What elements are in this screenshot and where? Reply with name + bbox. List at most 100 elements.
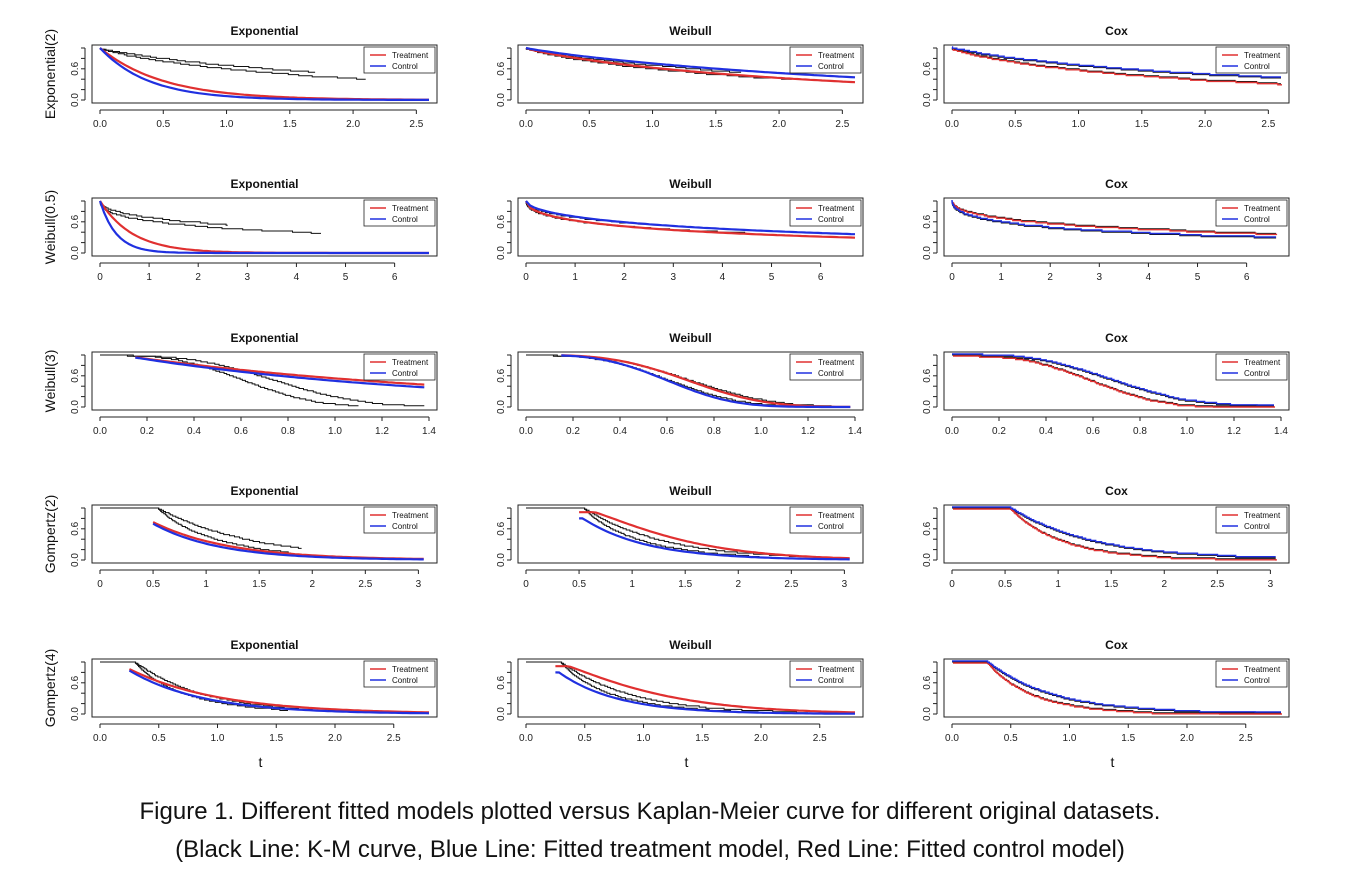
y-tick-label: 0.6 [922, 521, 933, 535]
panel-r1-c0: Exponential Weibull(0.5) 0.0 0.6 0 1 2 3 4 5 6 Trea… [42, 177, 438, 283]
x-tick-label: 2 [735, 579, 741, 590]
cox-control-curve [951, 200, 1277, 238]
cox-control-curve [952, 660, 1281, 713]
legend-label-treatment: Treatment [818, 358, 855, 367]
y-tick-label: 0.0 [496, 246, 507, 260]
fitted-control-curve [579, 517, 850, 561]
plot-frame [517, 197, 864, 257]
legend-box [789, 506, 862, 534]
x-tick-label: 2.0 [328, 733, 342, 744]
y-tick-label: 0.6 [496, 61, 507, 75]
y-tick-label: 0.6 [922, 368, 933, 382]
y-tick-label: 0.6 [70, 61, 81, 75]
y-tick-label: 0.0 [922, 553, 933, 567]
x-tick-label: 0.0 [93, 733, 107, 744]
fitted-control-curve [128, 669, 430, 715]
cox-control-curve [951, 46, 1281, 78]
legend-box [363, 46, 436, 74]
fitted-control-curve [525, 46, 856, 79]
x-tick-label: 0.0 [519, 426, 533, 437]
panel-title: Exponential [230, 638, 298, 652]
panel-title: Weibull [669, 484, 711, 498]
x-tick-label: 0.6 [1086, 426, 1100, 437]
x-tick-label: 1.0 [1063, 733, 1077, 744]
legend-label-control: Control [392, 62, 418, 71]
plot-frame [943, 44, 1290, 104]
x-tick-label: 0.8 [281, 426, 295, 437]
legend-label-treatment: Treatment [1244, 511, 1281, 520]
x-tick-label: 2.5 [409, 119, 423, 130]
panel-title: Weibull [669, 177, 711, 191]
legend-label-control: Control [818, 215, 844, 224]
x-tick-label: 0.5 [998, 579, 1012, 590]
legend: Treatment Control [363, 353, 436, 381]
km-curve-a [100, 507, 302, 549]
legend: Treatment Control [1215, 506, 1288, 534]
x-tick-label: 2.5 [784, 579, 798, 590]
y-tick-label: 0.0 [70, 400, 81, 414]
legend-label-treatment: Treatment [1244, 358, 1281, 367]
legend-box [789, 46, 862, 74]
x-tick-label: 2.0 [1198, 119, 1212, 130]
km-curve-a [526, 661, 808, 714]
x-tick-label: 0 [523, 272, 529, 283]
x-tick-label: 1.5 [1121, 733, 1135, 744]
legend-label-treatment: Treatment [1244, 204, 1281, 213]
x-axis-label: t [1111, 754, 1115, 770]
legend-box [789, 660, 862, 688]
x-tick-label: 0 [949, 579, 955, 590]
x-tick-label: 1.0 [646, 119, 660, 130]
legend-label-treatment: Treatment [818, 511, 855, 520]
x-tick-label: 3 [245, 272, 251, 283]
legend-label-control: Control [1244, 215, 1270, 224]
legend-box [1215, 660, 1288, 688]
legend: Treatment Control [789, 660, 862, 688]
x-tick-label: 1.0 [637, 733, 651, 744]
x-tick-label: 1.0 [328, 426, 342, 437]
legend: Treatment Control [789, 506, 862, 534]
panel-r2-c2: Cox 0.0 0.6 0.0 0.2 0.4 0.6 0.8 1.0 1.2 1.4 Treatme… [922, 331, 1290, 437]
plot-frame [943, 658, 1290, 718]
legend: Treatment Control [789, 353, 862, 381]
y-tick-label: 0.6 [70, 521, 81, 535]
fitted-treatment-curve [525, 46, 856, 84]
legend: Treatment Control [789, 199, 862, 227]
y-tick-label: 0.6 [70, 675, 81, 689]
plot-frame [91, 351, 438, 411]
panel-r2-c1: Weibull 0.0 0.6 0.0 0.2 0.4 0.6 0.8 1.0 1.2 1.4 Tre… [496, 331, 864, 437]
plot-frame [517, 44, 864, 104]
cox-control-curve [952, 353, 1274, 406]
panel-r3-c1: Weibull 0.0 0.6 0 0.5 1 1.5 2 2.5 3 Treatment Contr… [496, 484, 864, 590]
x-tick-label: 1 [572, 272, 578, 283]
panel-title: Weibull [669, 638, 711, 652]
legend-label-treatment: Treatment [392, 204, 429, 213]
km-curve-a [99, 201, 321, 234]
x-tick-label: 1.4 [422, 426, 436, 437]
fitted-treatment-curve [525, 200, 856, 239]
panel-title: Cox [1105, 177, 1128, 191]
legend-box [1215, 353, 1288, 381]
km-curve-b [99, 201, 228, 226]
x-tick-label: 4 [1146, 272, 1152, 283]
x-tick-label: 1.4 [1274, 426, 1288, 437]
x-tick-label: 0.0 [945, 733, 959, 744]
x-tick-label: 6 [1244, 272, 1250, 283]
km-curve-a [526, 354, 832, 407]
x-tick-label: 6 [818, 272, 824, 283]
panel-r3-c2: Cox 0.0 0.6 0 0.5 1 1.5 2 2.5 3 Treatment Control [922, 484, 1290, 590]
legend-box [789, 353, 862, 381]
x-tick-label: 0.5 [578, 733, 592, 744]
y-tick-label: 0.0 [922, 707, 933, 721]
km-curve-b [526, 507, 760, 557]
figure-grid: Exponential Exponential(2) 0.0 0.6 0.0 0.5 1.0… [42, 24, 1290, 770]
fitted-treatment-curve [555, 665, 856, 714]
figure-caption-line1: Figure 1. Different fitted models plotte… [139, 798, 1161, 825]
x-tick-label: 0.5 [1004, 733, 1018, 744]
panel-r2-c0: Exponential Weibull(3) 0.0 0.6 0.0 0.2 0.4 0.6 0… [42, 331, 438, 437]
x-tick-label: 2.5 [813, 733, 827, 744]
x-tick-label: 2 [309, 579, 315, 590]
km-curve-b [100, 661, 288, 711]
x-tick-label: 0 [949, 272, 955, 283]
x-tick-label: 1.4 [848, 426, 862, 437]
y-tick-label: 0.6 [496, 214, 507, 228]
